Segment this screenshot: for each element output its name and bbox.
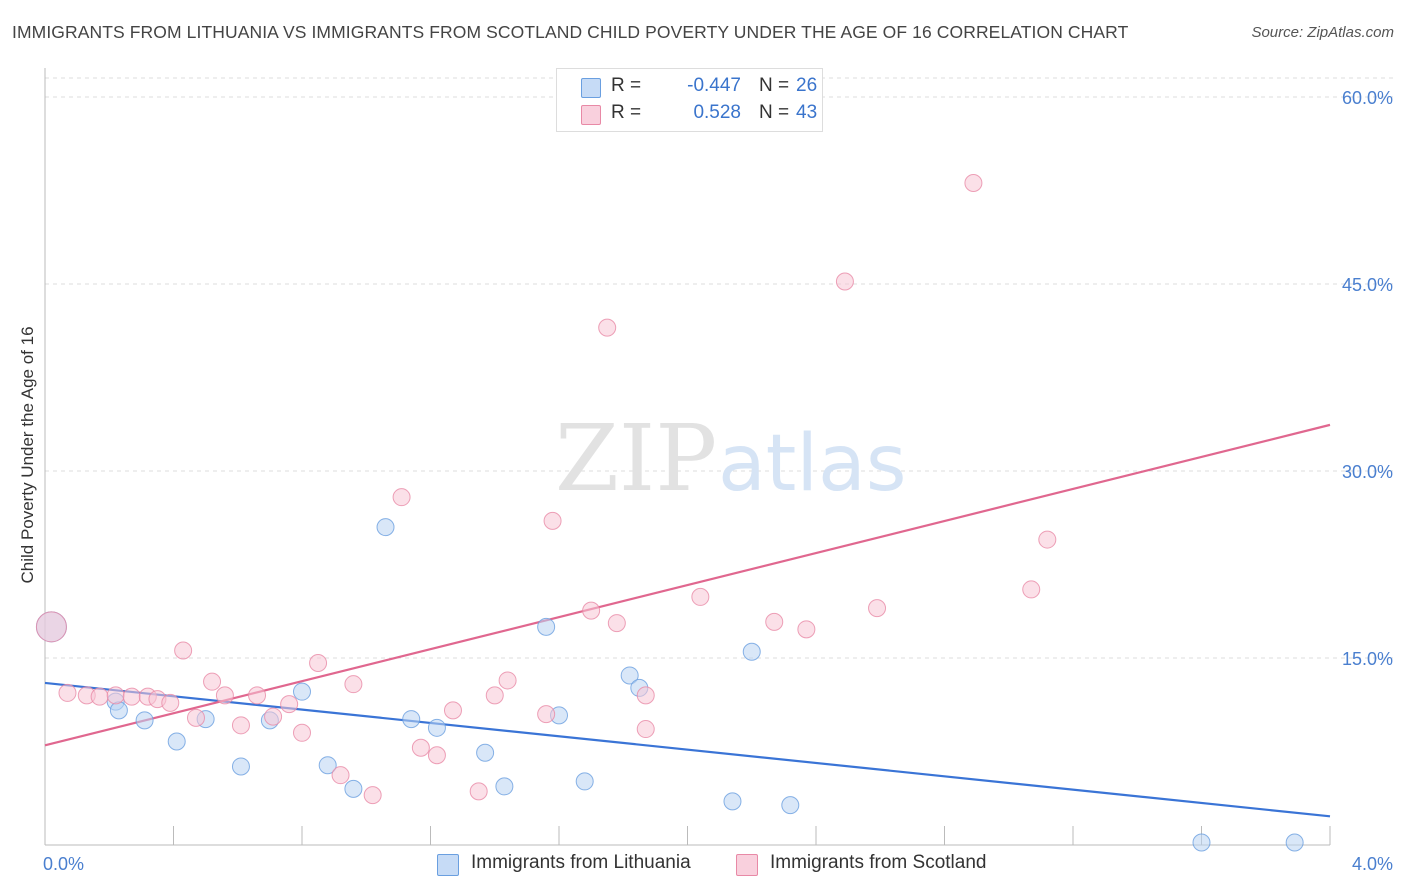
lithuania-point [344,779,363,798]
scotland-point [331,766,350,785]
axes [44,68,1331,846]
scotland-point [186,708,205,727]
lithuania-point [376,518,395,537]
scotland-point [582,601,601,620]
legend-swatch-lithuania [581,78,601,98]
legend-label-scotland: Immigrants from Scotland [770,852,987,873]
legend-n-value: 43 [796,102,818,123]
watermark-zip: ZIP [555,405,717,512]
scotland-point [1038,530,1057,549]
legend-swatch-scotland [736,854,758,876]
lithuania-point [537,617,556,636]
lithuania-point [742,642,761,661]
scotland-point [293,723,311,742]
scotland-point [868,599,887,618]
lithuania-point [495,777,514,796]
scotland-point [215,686,234,705]
scotland-point [427,746,446,765]
scotland-point [636,686,655,705]
lithuania-point [318,756,337,775]
legend-r-label: R = [611,75,642,96]
scotland-point [363,786,382,805]
scotland-point [161,693,180,712]
scotland-point [485,686,504,705]
scotland-point [411,738,430,757]
watermark-atlas: atlas [718,419,907,509]
scotland-point [469,782,488,801]
scotland-point [1022,580,1041,599]
y-tick-label: 15.0% [1342,649,1393,669]
scotland-point [309,653,328,672]
scotland-point [765,612,784,631]
scotland-point [248,686,267,705]
legend-r-label: R = [611,102,642,123]
legend-n-value: 26 [796,75,818,96]
scotland-point [90,687,109,706]
scotland-point [537,705,556,724]
scotland-point [835,272,854,291]
gridlines [45,77,1395,659]
lithuania-point [1192,833,1211,852]
scotland-point [122,687,141,706]
scotland-point [797,620,816,639]
legend-n-label: N = [759,75,790,96]
trend-line [44,681,1331,818]
tick-labels: 15.0% 30.0% 45.0% 60.0% 0.0% 4.0% [43,88,1393,874]
scotland-point [280,695,299,714]
scotland-point [106,686,125,705]
y-tick-label: 60.0% [1342,88,1393,108]
lithuania-point [575,772,594,791]
lithuania-point [135,711,154,730]
scotland-point [691,587,710,606]
lithuania-point [109,701,128,720]
correlation-legend: R = -0.447 N = 26 R = 0.528 N = 43 [556,68,823,132]
y-tick-label: 30.0% [1342,462,1393,482]
lithuania-point [620,666,639,685]
lithuania-point [723,792,742,811]
scotland-point [344,675,363,694]
lithuania-point [1285,833,1304,852]
lithuania-point [427,718,446,737]
legend-swatch-scotland [581,105,601,125]
lithuania-point [293,682,311,701]
legend-r-value: -0.447 [687,75,741,96]
scotland-point [636,720,655,739]
legend-swatch-lithuania [437,854,459,876]
scotland-point [35,611,67,643]
scotland-point [498,671,517,690]
lithuania-point [781,796,800,815]
y-tick-label: 45.0% [1342,275,1393,295]
scotland-point [58,683,77,702]
data-points [35,174,1304,852]
scotland-point [598,318,617,337]
x-tick-label: 0.0% [43,854,84,874]
scotland-point [964,174,983,193]
scotland-point [203,672,222,691]
lithuania-point [402,710,421,729]
scotland-point [264,707,283,726]
scotland-point [443,701,462,720]
scotland-point [607,614,626,633]
source-credit: Source: ZipAtlas.com [1251,24,1394,41]
scotland-point [174,641,193,660]
watermark: ZIP atlas [555,405,907,512]
scotland-point [231,716,250,735]
legend-label-lithuania: Immigrants from Lithuania [471,852,691,873]
scotland-point [392,488,411,507]
lithuania-point [476,743,495,762]
lithuania-point [231,757,250,776]
legend-r-value: 0.528 [693,102,741,123]
scotland-point [543,511,562,530]
chart-title: IMMIGRANTS FROM LITHUANIA VS IMMIGRANTS … [12,22,1129,42]
x-tick-label: 4.0% [1352,854,1393,874]
lithuania-point [167,732,186,751]
legend-n-label: N = [759,102,790,123]
